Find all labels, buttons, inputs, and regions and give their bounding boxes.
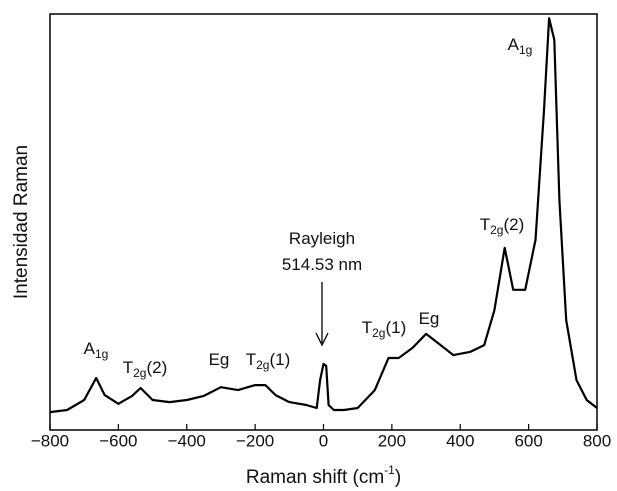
- peak-label-text: T: [480, 215, 490, 234]
- peak-label: A1g: [84, 339, 109, 361]
- x-axis-label-text: Raman shift (cm: [246, 467, 384, 488]
- x-tick-label: −400: [168, 431, 206, 450]
- peak-label: T2g(1): [246, 350, 291, 372]
- peak-label-text: Eg: [419, 309, 440, 328]
- x-tick-label: 600: [514, 431, 542, 450]
- peak-label: T2g(2): [480, 215, 525, 237]
- peak-label-sub: 2g: [133, 366, 146, 380]
- peak-label-sub: 1g: [519, 43, 532, 57]
- peak-label: T2g(1): [362, 318, 407, 340]
- peak-label-text: Eg: [209, 350, 230, 369]
- peak-label-sub: 1g: [95, 347, 108, 361]
- peak-label-text: T: [123, 358, 133, 377]
- x-tick-label: −600: [99, 431, 137, 450]
- peak-label: 514.53 nm: [282, 255, 362, 274]
- peak-label-suffix: (2): [146, 358, 167, 377]
- spectrum-line: [49, 17, 598, 414]
- peak-label: Eg: [419, 309, 440, 328]
- peak-label-text: T: [362, 318, 372, 337]
- peak-label-suffix: (1): [385, 318, 406, 337]
- x-axis-label-suffix: ): [395, 467, 401, 488]
- x-axis-label-sup: -1: [384, 463, 395, 477]
- peak-label-text: A: [84, 339, 96, 358]
- x-tick-label: 200: [378, 431, 406, 450]
- peak-label-text: A: [508, 35, 520, 54]
- rayleigh-arrowhead: [315, 332, 329, 347]
- peak-label-sub: 2g: [490, 223, 503, 237]
- x-tick-label: 0: [319, 431, 328, 450]
- x-tick-label: 400: [446, 431, 474, 450]
- peak-label-sub: 2g: [256, 358, 269, 372]
- peak-label: Eg: [209, 350, 230, 369]
- peak-label-text: T: [246, 350, 256, 369]
- peak-label-suffix: (2): [503, 215, 524, 234]
- x-tick-label: −200: [236, 431, 274, 450]
- x-tick-label: −800: [31, 431, 69, 450]
- peak-label: Rayleigh: [289, 229, 355, 248]
- peak-label-text: Rayleigh: [289, 229, 355, 248]
- x-axis-label: Raman shift (cm-1): [246, 463, 401, 488]
- peak-label: T2g(2): [123, 358, 168, 380]
- peak-label-sub: 2g: [372, 326, 385, 340]
- peak-label: A1g: [508, 35, 533, 57]
- peak-label-suffix: (1): [269, 350, 290, 369]
- peak-label-text: 514.53 nm: [282, 255, 362, 274]
- x-tick-label: 800: [583, 431, 611, 450]
- y-axis-label: Intensidad Raman: [11, 145, 32, 299]
